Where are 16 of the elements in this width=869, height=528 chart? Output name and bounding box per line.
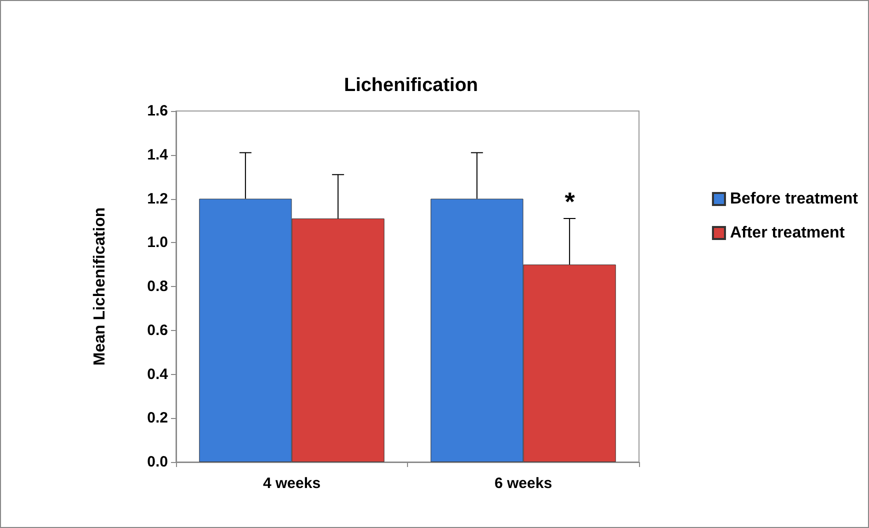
x-tick-label: 6 weeks bbox=[494, 475, 552, 492]
y-tick-label: 0.4 bbox=[147, 366, 169, 383]
y-tick-label: 1.2 bbox=[147, 190, 168, 208]
y-tick-label: 1.4 bbox=[147, 146, 169, 164]
chart-title: Lichenification bbox=[344, 75, 478, 96]
y-tick-label: 0.8 bbox=[147, 278, 168, 295]
y-axis-title: Mean Lichenification bbox=[92, 207, 108, 366]
y-tick-label: 1.6 bbox=[147, 102, 168, 120]
y-tick-label: 1.0 bbox=[147, 234, 168, 252]
annotation: * bbox=[564, 186, 576, 216]
y-tick-label: 0.0 bbox=[147, 454, 168, 470]
y-tick-label: 0.6 bbox=[147, 322, 168, 339]
legend-label: Before treatment bbox=[730, 190, 859, 208]
x-tick-label: 4 weeks bbox=[262, 475, 321, 492]
legend-label: After treatment bbox=[730, 224, 846, 242]
y-tick-label: 0.2 bbox=[147, 410, 168, 427]
